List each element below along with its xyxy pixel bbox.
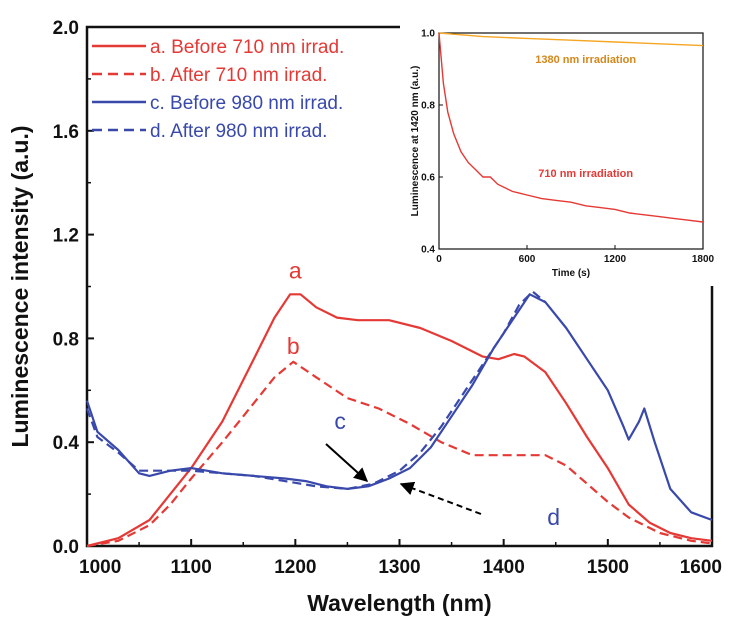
curve-label-a: a [289,258,302,284]
legend-label: d. After 980 nm irrad. [150,121,327,142]
x-tick-label: 1500 [587,557,629,578]
y-tick-label: 0.0 [53,537,79,558]
main-plot: 1000 1100 1200 1300 1400 1500 1600 0.0 0.4 0.8 1.2… [7,18,722,616]
inset-plot: 0 600 1200 1800 0.4 0.6 0.8 1.0 Time (s) Luminesc… [400,22,720,286]
inset-label-1380: 1380 nm irradiation [535,54,636,66]
series-line-b [86,360,713,548]
curve-label-d: d [547,504,560,530]
y-axis-title: Luminescence intensity (a.u.) [7,125,33,447]
legend-label: b. After 710 nm irrad. [150,65,327,86]
x-tick-label: 1100 [171,557,212,578]
arrow-c [325,443,369,482]
inset-y-axis-title: Luminescence at 1420 nm (a.u.) [410,66,421,217]
legend-label: a. Before 710 nm irrad. [150,37,344,58]
legend: a. Before 710 nm irrad. b. After 710 nm i… [92,37,344,142]
inset-x-tick-label: 1200 [604,254,627,265]
x-axis-title: Wavelength (nm) [307,590,491,616]
x-tick-label: 1300 [378,557,420,578]
inset-x-tick-label: 1800 [692,254,715,265]
y-tick-label: 2.0 [53,18,79,39]
series-line-c [85,293,713,522]
series-line-a [86,293,713,548]
inset-series-line-1 [438,32,704,47]
inset-y-tick-label: 0.4 [421,245,435,256]
x-tick-label: 1000 [79,557,121,578]
inset-y-tick-label: 1.0 [421,29,435,40]
legend-label: c. Before 980 nm irrad. [150,93,343,114]
y-tick-label: 0.4 [53,433,80,454]
inset-y-tick-label: 0.6 [421,173,435,184]
inset-y-tick-label: 0.8 [421,101,435,112]
inset-frame [438,32,704,250]
x-tick-label: 1400 [483,557,525,578]
annotation-arrows [325,443,482,515]
inset-x-tick-label: 0 [436,254,442,265]
inset-label-710: 710 nm irradiation [538,168,633,180]
series-line-d [85,290,547,490]
inset-series-line-2 [438,32,704,223]
inset-x-axis-title: Time (s) [552,268,590,279]
x-tick-label: 1600 [680,557,722,578]
y-tick-label: 0.8 [53,329,79,350]
inset-x-tick-label: 600 [519,254,536,265]
curve-label-c: c [334,408,346,434]
y-tick-label: 1.6 [53,122,79,143]
y-tick-label: 1.2 [53,226,79,247]
inset-background [400,22,720,286]
curve-label-b: b [287,333,300,359]
arrow-d [399,481,482,515]
x-tick-label: 1200 [274,557,316,578]
